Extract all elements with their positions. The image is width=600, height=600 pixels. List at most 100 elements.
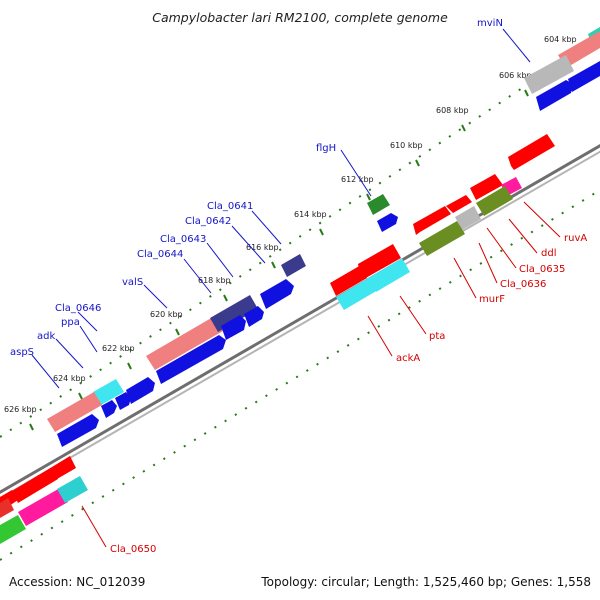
- gene-arrow-vals: [156, 335, 226, 384]
- leader-line: [367, 315, 393, 357]
- tick-label: 618 kbp: [198, 276, 231, 285]
- gene-block-ackA-cyan: [336, 277, 378, 310]
- gene-label[interactable]: murF: [479, 294, 505, 305]
- tick-label: 624 kbp: [53, 374, 86, 383]
- gene-arrow-adk: [101, 400, 117, 418]
- leader-line: [486, 227, 517, 269]
- gene-arrow-cla0646: [126, 377, 155, 404]
- gene-label[interactable]: ddl: [541, 248, 556, 259]
- tick-label: 614 kbp: [294, 210, 327, 219]
- gene-arrow-cla0642: [260, 279, 294, 309]
- tick-mark: [29, 423, 34, 431]
- tick-mark: [127, 362, 132, 370]
- gene-block-ppa: [93, 379, 124, 405]
- gene-arrow-cla0643: [244, 306, 264, 327]
- gene-arrow-flgH: [377, 213, 398, 232]
- gene-block-vals: [146, 317, 223, 370]
- leader-line: [508, 218, 538, 254]
- gene-label[interactable]: ppa: [61, 317, 80, 328]
- gene-label[interactable]: Cla_0644: [137, 249, 183, 260]
- tick-label: 622 kbp: [102, 344, 135, 353]
- leader-line: [478, 242, 498, 284]
- tick-label: 606 kbp: [499, 71, 532, 80]
- gene-arrow-cla0636: [446, 195, 472, 213]
- leader-line: [79, 325, 98, 353]
- gene-arrow-ruvA: [508, 134, 555, 170]
- leader-line: [340, 149, 372, 197]
- gene-arrow-pta: [358, 244, 401, 279]
- tick-label: 608 kbp: [436, 106, 469, 115]
- gene-block-grey: [524, 55, 574, 94]
- tick-mark: [175, 328, 180, 336]
- gene-labels: mviN flgH Cla_0641 Cla_0642 Cla_0643 Cla_0644…: [10, 18, 587, 555]
- leader-line: [143, 284, 168, 309]
- gene-arrow-ddl: [470, 174, 503, 200]
- gene-label[interactable]: ruvA: [564, 233, 587, 244]
- gene-label[interactable]: flgH: [316, 143, 336, 154]
- gene-block-cla0643: [210, 295, 258, 332]
- gene-block-left-red: [0, 498, 14, 518]
- tick-mark: [366, 193, 371, 201]
- gene-arrow-mviN-b: [568, 61, 600, 92]
- gene-arrow-mviN: [536, 80, 573, 111]
- gene-label[interactable]: Cla_0636: [500, 279, 546, 290]
- gene-block-salmon: [558, 31, 600, 68]
- gene-arrow-left3: [52, 456, 76, 479]
- leader-line: [231, 225, 266, 264]
- tick-mark: [461, 124, 466, 132]
- leader-line: [77, 311, 98, 332]
- gene-block-flgH: [367, 194, 390, 215]
- gene-arrow-left2: [12, 467, 58, 503]
- leader-line: [453, 257, 477, 299]
- leader-line: [206, 242, 234, 278]
- tick-label: 612 kbp: [341, 175, 374, 184]
- gene-label[interactable]: Cla_0650: [110, 544, 156, 555]
- gene-label[interactable]: pta: [429, 331, 445, 342]
- gene-block-pink: [18, 488, 68, 526]
- gene-block-cla0650: [57, 476, 88, 503]
- gene-arrow-murF: [413, 206, 451, 235]
- gene-block-cla0636-grey: [455, 206, 481, 230]
- topology-label: Topology: circular; Length: 1,525,460 bp…: [261, 575, 591, 589]
- leader-line: [399, 295, 427, 335]
- leader-line: [502, 28, 531, 63]
- leader-line: [81, 505, 107, 548]
- leader-line: [251, 210, 282, 245]
- gene-label[interactable]: Cla_0646: [55, 303, 101, 314]
- gene-label[interactable]: mviN: [477, 18, 503, 29]
- gene-label[interactable]: Cla_0642: [185, 216, 231, 227]
- tick-mark: [271, 261, 276, 269]
- gene-arrow-cla0644: [221, 315, 246, 340]
- gene-arrow-aspS: [57, 414, 99, 447]
- tick-mark: [78, 392, 83, 400]
- tick-mark: [524, 89, 529, 97]
- gene-label[interactable]: Cla_0641: [207, 201, 253, 212]
- tick-label: 620 kbp: [150, 310, 183, 319]
- kbp-ticks: 604 kbp 606 kbp 608 kbp 610 kbp 612 kbp 614 k…: [4, 35, 577, 431]
- gene-label[interactable]: Cla_0643: [160, 234, 206, 245]
- accession-label: Accession: NC_012039: [9, 575, 146, 589]
- top-features: [47, 27, 600, 447]
- tick-mark: [223, 294, 228, 302]
- guide-dots: [0, 35, 600, 561]
- bottom-features: [0, 134, 555, 544]
- tick-label: 604 kbp: [544, 35, 577, 44]
- tick-label: 610 kbp: [390, 141, 423, 150]
- leader-line: [31, 354, 60, 389]
- gene-arrow-ppa: [115, 392, 131, 410]
- gene-label[interactable]: valS: [122, 277, 143, 288]
- tick-label: 626 kbp: [4, 405, 37, 414]
- leader-line: [523, 201, 561, 238]
- gene-label[interactable]: Cla_0635: [519, 264, 565, 275]
- gene-label[interactable]: adk: [37, 331, 55, 342]
- gene-label[interactable]: ackA: [396, 353, 420, 364]
- tick-mark: [319, 228, 324, 236]
- tick-mark: [415, 159, 420, 167]
- gene-block-cla0641: [281, 254, 306, 277]
- leader-line: [55, 338, 84, 369]
- gene-arrow-ackA: [330, 265, 367, 296]
- gene-block-cla0635: [476, 186, 513, 216]
- gene-label[interactable]: aspS: [10, 347, 34, 358]
- gene-block-aspS: [47, 392, 102, 432]
